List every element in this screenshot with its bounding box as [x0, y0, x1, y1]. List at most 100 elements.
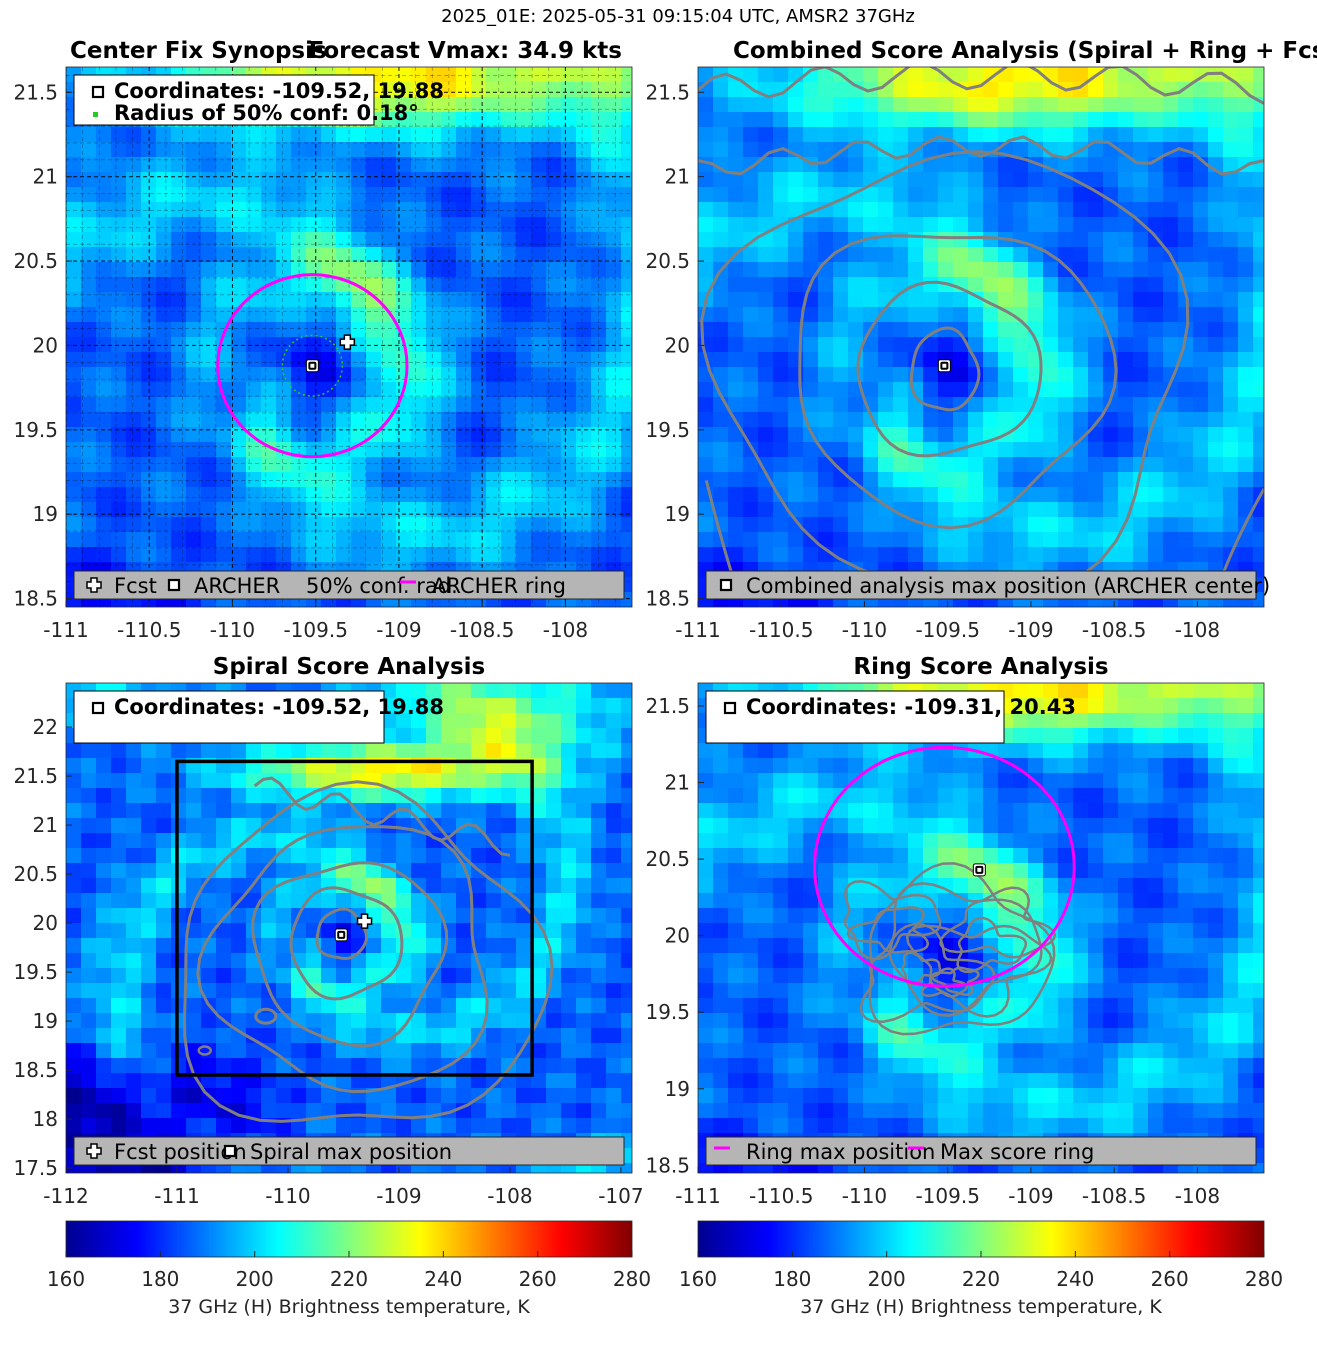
- legend-entry: ARCHER ring: [432, 574, 566, 598]
- x-tick-label: -111: [675, 1184, 720, 1208]
- x-tick-label: -108.5: [450, 618, 514, 642]
- y-tick-label: 22: [33, 715, 58, 739]
- x-tick-label: -110.5: [749, 1184, 813, 1208]
- coordinates-text: Coordinates: -109.31, 20.43: [746, 695, 1076, 719]
- panel-p2: -111 -110.5 -110 -109.5 -109 -108.5 -108 18.5 19…: [645, 38, 1317, 642]
- panel-p1: -111 -110.5 -110 -109.5 -109 -108.5 -108 18.5 19…: [13, 38, 636, 642]
- legend-p2: Combined analysis max position (ARCHER c…: [706, 571, 1270, 599]
- max-position-marker: [335, 929, 347, 941]
- y-tick-label: 19.5: [645, 1000, 690, 1024]
- y-tick-label: 19: [665, 1077, 690, 1101]
- legend-square-icon: [169, 580, 179, 590]
- y-tick-label: 20.5: [13, 249, 58, 273]
- y-tick-label: 20: [33, 333, 58, 357]
- coordinates-text: Radius of 50% conf: 0.18°: [114, 101, 419, 125]
- x-tick-label: -110: [210, 618, 255, 642]
- x-tick-label: -112: [43, 1184, 88, 1208]
- x-tick-label: -110.5: [117, 618, 181, 642]
- y-tick-label: 21: [665, 165, 690, 189]
- y-tick-label: 21: [33, 165, 58, 189]
- y-tick-label: 21: [665, 771, 690, 795]
- colorbar-tick-label: 200: [868, 1267, 906, 1291]
- coordinates-text: Coordinates: -109.52, 19.88: [114, 79, 444, 103]
- y-tick-label: 19: [665, 502, 690, 526]
- x-tick-label: -111: [154, 1184, 199, 1208]
- y-tick-label: 21.5: [13, 80, 58, 104]
- x-tick-label: -108: [543, 618, 588, 642]
- y-tick-label: 21: [33, 813, 58, 837]
- heatmap-p3: [66, 683, 637, 1179]
- y-tick-label: 20.5: [645, 847, 690, 871]
- legend-entry: ARCHER: [194, 574, 280, 598]
- legend-square-icon: [721, 580, 731, 590]
- y-tick-label: 19.5: [13, 418, 58, 442]
- legend-entry: Spiral max position: [250, 1140, 452, 1164]
- y-tick-label: 18: [33, 1107, 58, 1131]
- colorbar-tick-label: 160: [679, 1267, 717, 1291]
- colorbar-tick-label: 180: [141, 1267, 179, 1291]
- legend-square-icon: [225, 1146, 235, 1156]
- y-tick-label: 21.5: [645, 80, 690, 104]
- coordinates-marker-icon: [93, 87, 103, 97]
- x-tick-label: -111: [43, 618, 88, 642]
- colorbar-tick-label: 180: [773, 1267, 811, 1291]
- x-tick-label: -108: [1175, 618, 1220, 642]
- colorbar-tick-label: 280: [613, 1267, 651, 1291]
- x-tick-label: -110.5: [749, 618, 813, 642]
- y-tick-label: 21.5: [645, 694, 690, 718]
- colorbar-tick-label: 280: [1245, 1267, 1283, 1291]
- x-tick-label: -109: [376, 1184, 421, 1208]
- y-tick-label: 19: [33, 1009, 58, 1033]
- panel-title-left: Center Fix Synopsis: [70, 38, 327, 64]
- panel-title-right: Forecast Vmax: 34.9 kts: [309, 38, 622, 64]
- y-tick-label: 20.5: [13, 862, 58, 886]
- x-tick-label: -110: [265, 1184, 310, 1208]
- x-tick-label: -108: [487, 1184, 532, 1208]
- x-tick-label: -111: [675, 618, 720, 642]
- x-tick-label: -109.5: [915, 618, 979, 642]
- x-tick-label: -109: [1008, 618, 1053, 642]
- x-tick-label: -108.5: [1082, 1184, 1146, 1208]
- figure-suptitle: 2025_01E: 2025-05-31 09:15:04 UTC, AMSR2…: [441, 6, 915, 27]
- colorbar-tick-label: 220: [962, 1267, 1000, 1291]
- colorbar-tick-label: 260: [519, 1267, 557, 1291]
- y-tick-label: 18.5: [13, 587, 58, 611]
- x-tick-label: -110: [842, 618, 887, 642]
- colorbar-tick-label: 200: [236, 1267, 274, 1291]
- panel-title: Combined Score Analysis (Spiral + Ring +…: [733, 38, 1317, 64]
- colorbar-tick-label: 240: [424, 1267, 462, 1291]
- x-tick-label: -107: [598, 1184, 643, 1208]
- panel-title: Spiral Score Analysis: [213, 654, 485, 680]
- conf-dot-icon: [93, 112, 98, 117]
- x-tick-label: -109.5: [915, 1184, 979, 1208]
- x-tick-label: -108.5: [1082, 618, 1146, 642]
- colorbar-label: 37 GHz (H) Brightness temperature, K: [800, 1296, 1162, 1318]
- legend-entry: Fcst: [114, 574, 157, 598]
- y-tick-label: 20: [33, 911, 58, 935]
- colorbar-tick-label: 260: [1151, 1267, 1189, 1291]
- y-tick-label: 17.5: [13, 1156, 58, 1180]
- colorbar-tick-label: 160: [47, 1267, 85, 1291]
- colorbar-label: 37 GHz (H) Brightness temperature, K: [168, 1296, 530, 1318]
- panel-p3: -112-111-110-109-108-10717.51818.51919.5…: [13, 654, 643, 1208]
- y-tick-label: 19.5: [13, 960, 58, 984]
- panel-p4: -111-110.5-110-109.5-109-108.5-10818.519…: [645, 654, 1268, 1208]
- x-tick-label: -109: [376, 618, 421, 642]
- coordinates-marker-icon: [725, 703, 735, 713]
- y-tick-label: 18.5: [645, 587, 690, 611]
- y-tick-label: 19: [33, 502, 58, 526]
- heatmap-p1: [66, 67, 637, 608]
- x-tick-label: -109.5: [283, 618, 347, 642]
- legend-entry: Combined analysis max position (ARCHER c…: [746, 574, 1270, 598]
- y-tick-label: 19.5: [645, 418, 690, 442]
- legend-entry: Ring max position: [746, 1140, 935, 1164]
- max-position-marker: [973, 864, 985, 876]
- heatmap-p4: [698, 683, 1269, 1179]
- y-tick-label: 20: [665, 924, 690, 948]
